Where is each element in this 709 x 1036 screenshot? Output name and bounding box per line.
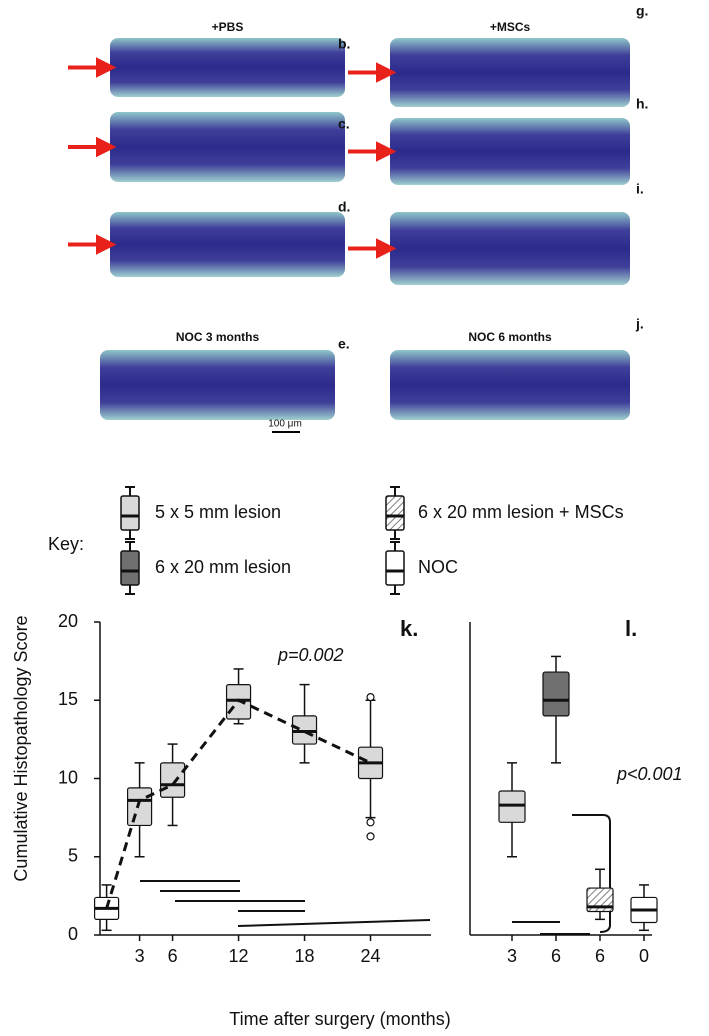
panel-label: c. [338,116,350,132]
histology-image [110,212,345,277]
legend-icon [385,550,405,586]
annotation: p=0.002 [277,645,344,665]
y-tick-label: 20 [58,611,78,631]
outlier [366,818,375,827]
arrow [348,62,397,83]
y-tick-label: 0 [68,924,78,944]
x-tick-label: 6 [595,946,605,966]
histology-image [390,212,630,285]
panel-label: j. [635,316,644,332]
legend-icon [385,495,405,531]
arrow [68,136,117,158]
panel-label: l. [625,616,637,641]
x-tick-label: 0 [639,946,649,966]
panel-label: h. [636,96,648,112]
legend-icon [120,550,140,586]
x-tick-label: 6 [551,946,561,966]
y-tick-label: 15 [58,689,78,709]
box [159,762,186,798]
y-tick-label: 5 [68,846,78,866]
x-axis-label: Time after surgery (months) [229,1009,450,1029]
panel-label: g. [636,3,648,19]
panel-title: +MSCs [490,20,531,34]
panel-title: NOC 6 months [468,330,552,344]
key-title: Key: [48,534,84,554]
outlier [366,832,375,841]
arrow [348,141,397,162]
x-tick-label: 18 [295,946,315,966]
x-tick-label: 3 [507,946,517,966]
legend-label: 6 x 20 mm lesion [155,557,291,577]
scale-bar-label: 100 μm [268,419,302,430]
panel-label: d. [338,199,350,215]
arrow [68,234,117,255]
y-tick-label: 10 [58,767,78,787]
x-tick-label: 24 [361,946,381,966]
x-tick-label: 6 [168,946,178,966]
panel-title: +PBS [212,20,244,34]
panel-label: i. [636,181,644,197]
box [542,671,570,717]
legend-label: NOC [418,557,458,577]
histology-image [390,118,630,185]
panel-label: k. [400,616,418,641]
legend-label: 6 x 20 mm lesion + MSCs [418,502,624,522]
x-tick-label: 12 [229,946,249,966]
significance-lines [140,814,611,935]
y-axis-label: Cumulative Histopathology Score [11,615,31,881]
histology-image [100,350,335,420]
panel-title: NOC 3 months [176,330,260,344]
trend-line [105,698,372,909]
arrow [68,57,117,78]
box [498,790,526,823]
outlier [366,693,375,702]
histology-image [110,112,345,182]
histology-image [390,38,630,107]
panel-label: b. [338,36,350,52]
annotation: p<0.001 [616,764,683,784]
panel-label: e. [338,336,350,352]
arrow [348,238,397,259]
box [126,787,153,827]
legend-label: 5 x 5 mm lesion [155,502,281,522]
histology-image [110,38,345,97]
box [291,715,318,745]
histology-image [390,350,630,420]
x-tick-label: 3 [135,946,145,966]
legend-icon [120,495,140,531]
